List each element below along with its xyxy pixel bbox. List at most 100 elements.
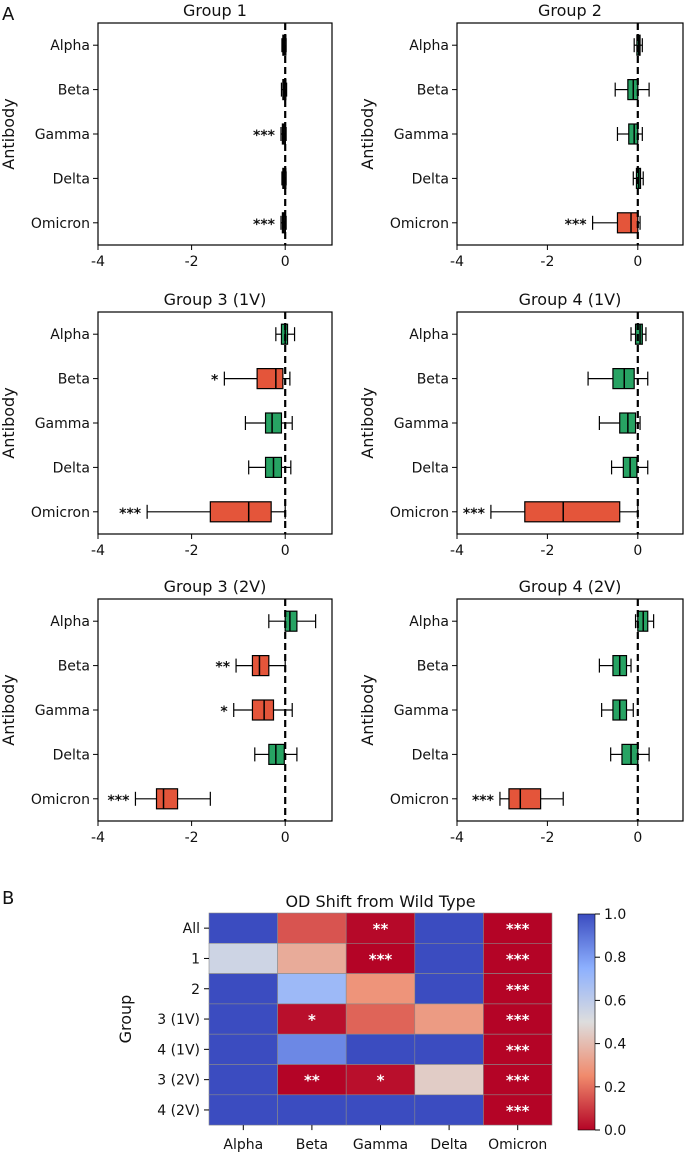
box-omicron: Omicron *** [31,501,286,523]
plot-frame [97,311,333,535]
heatmap-cell [345,942,416,974]
heatmap-cell [414,1003,484,1035]
plot-frame [97,598,333,822]
significance-marker: *** [565,217,588,233]
x-tick-label: -4 [450,543,464,559]
heatmap-cell [345,912,416,944]
y-tick-label: Alpha [50,327,90,343]
plot-frame [456,598,684,822]
x-tick-label: 0 [633,254,642,270]
significance-marker: *** [463,506,486,522]
box-gamma: Gamma [35,412,293,434]
heatmap-x-label-0: Alpha [223,1137,263,1153]
y-tick-label: Alpha [409,614,449,630]
heatmap-significance: * [377,1072,385,1090]
box-delta: Delta [412,743,650,766]
y-tick-label: Delta [53,747,90,763]
iqr-box [621,743,639,766]
y-axis-label: Antibody [358,98,377,169]
heatmap-cell [208,942,278,974]
x-tick-label: -4 [450,254,464,270]
heatmap-y-label-4: 4 (1V) [157,1042,200,1058]
colorbar [577,913,596,1131]
y-tick-label: Delta [412,171,449,187]
heatmap-significance: ** [304,1072,320,1090]
y-tick-label: Omicron [31,216,90,232]
box-alpha: Alpha [50,34,287,56]
heatmap-cell [345,1003,416,1035]
heatmap-cell [345,1094,416,1126]
boxplot-panel-3: Group 3 (1V) Antibody -4 -2 0 Alpha Beta * Gamma… [0,290,333,559]
y-axis-label: Antibody [0,98,18,169]
heatmap-y-label-1: 1 [191,951,200,967]
colorbar-tick-label: 0.0 [604,1123,626,1139]
iqr-box [256,368,284,390]
significance-marker: *** [107,793,130,809]
heatmap-cell [277,912,347,944]
heatmap-cell [483,973,553,1005]
heatmap-cell [414,973,484,1005]
heatmap-significance: *** [506,981,530,999]
heatmap-cell [208,1033,278,1065]
boxplot-panel-6: Group 4 (2V) Antibody -4 -2 0 Alpha Beta Gamma D… [358,577,684,846]
box-gamma: Gamma [394,123,643,145]
y-tick-label: Beta [58,83,90,99]
iqr-box [524,501,621,523]
heatmap-cell [414,942,484,974]
heatmap-x-label-2: Gamma [353,1137,408,1153]
heatmap-cell [277,942,347,974]
y-tick-label: Gamma [35,127,90,143]
box-omicron: Omicron *** [390,212,641,234]
y-axis-label: Antibody [0,387,18,458]
heatmap-cell [483,912,553,944]
iqr-box [251,654,270,677]
y-tick-label: Omicron [31,792,90,808]
heatmap-y-label-5: 3 (2V) [157,1073,200,1089]
heatmap-cell [483,1094,553,1126]
significance-marker: ** [215,660,230,676]
x-tick-label: 0 [633,543,642,559]
box-omicron: Omicron *** [390,788,564,810]
y-axis-label: Antibody [358,387,377,458]
x-tick-label: -2 [185,254,199,270]
box-beta: Beta [58,78,288,101]
heatmap-cell [277,1003,347,1035]
y-tick-label: Beta [58,372,90,388]
box-omicron: Omicron *** [390,501,639,523]
x-tick-label: 0 [281,830,290,846]
y-tick-label: Delta [412,747,449,763]
iqr-box [634,323,643,345]
x-tick-label: -2 [540,254,554,270]
colorbar-tick-label: 1.0 [604,907,626,923]
box-delta: Delta [53,167,287,189]
y-tick-label: Beta [58,659,90,675]
box-beta: Beta ** [58,654,286,677]
boxplot-panel-2: Group 2 Antibody -4 -2 0 Alpha Beta Gamma Delta O… [358,1,684,270]
x-tick-label: -4 [91,254,105,270]
heatmap-cell [208,1003,278,1035]
iqr-box [264,412,283,434]
y-tick-label: Omicron [390,216,449,232]
heatmap-significance: ** [373,920,389,938]
heatmap-cell [208,1064,278,1096]
box-delta: Delta [53,456,292,478]
y-tick-label: Beta [417,659,449,675]
x-tick-label: -4 [91,543,105,559]
colorbar-tick-label: 0.8 [604,950,626,966]
y-tick-label: Beta [417,83,449,99]
x-tick-label: -2 [185,543,199,559]
box-beta: Beta [417,368,649,390]
heatmap-cell [208,912,278,944]
boxplot-panel-1: Group 1 Antibody -4 -2 0 Alpha Beta Gamma *** Del… [0,1,333,270]
box-gamma: Gamma [394,412,641,434]
heatmap-y-label-6: 4 (2V) [157,1103,200,1119]
boxplot-panel-5: Group 3 (2V) Antibody -4 -2 0 Alpha Beta ** Gamm… [0,577,333,846]
iqr-box [508,788,542,810]
y-tick-label: Alpha [50,38,90,54]
iqr-box [628,123,639,145]
heatmap-y-label: Group [116,995,135,1044]
box-alpha: Alpha [409,610,655,632]
y-tick-label: Gamma [35,416,90,432]
